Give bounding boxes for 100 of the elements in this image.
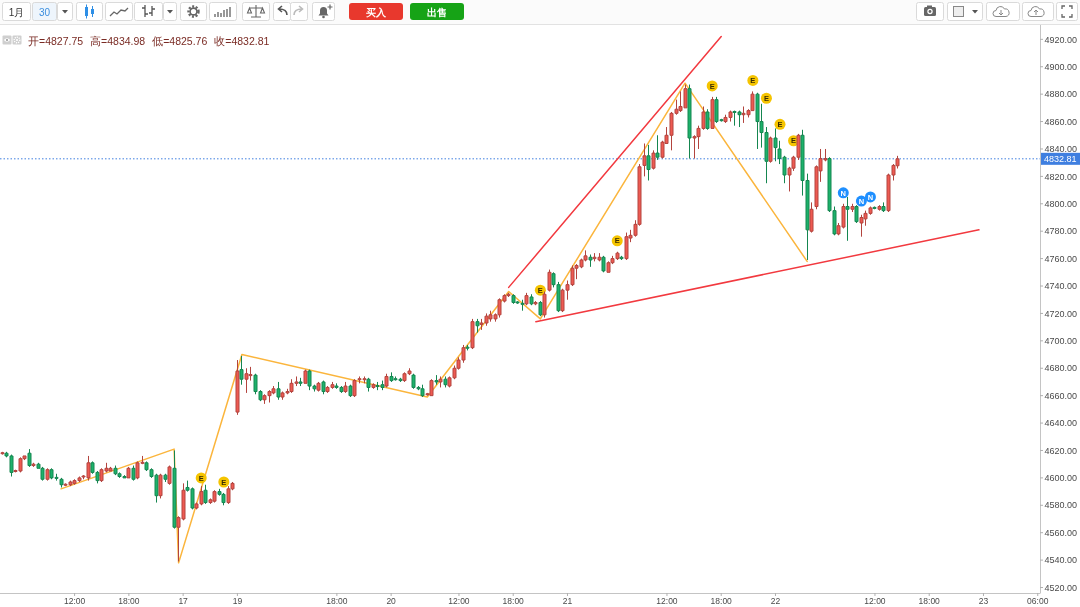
candlestick (163, 473, 168, 483)
x-tick-label: 18:00 (326, 595, 348, 606)
candlestick (714, 96, 719, 124)
y-tick-label: 4760.00 (1044, 253, 1078, 264)
candlestick (235, 359, 240, 416)
candlestick (619, 255, 624, 261)
candlestick (538, 300, 543, 317)
candlestick (167, 465, 172, 486)
x-tick-label: 06:00 (1027, 595, 1049, 606)
candlestick (529, 293, 534, 306)
x-tick-label: 12:00 (63, 595, 86, 606)
x-tick-label: 20 (386, 595, 397, 606)
candlestick (27, 448, 32, 468)
y-tick-label: 4540.00 (1044, 555, 1078, 566)
candlestick (366, 377, 371, 393)
candlestick (59, 477, 64, 488)
candlestick (705, 108, 710, 131)
x-tick-label: 19 (232, 595, 243, 606)
candlestick (845, 196, 850, 242)
candlestick (0, 451, 5, 456)
candlestick (298, 377, 303, 387)
candlestick (881, 201, 886, 213)
annotation: 开=4827.75 (28, 34, 84, 47)
candlestick (592, 252, 597, 262)
candlestick (303, 369, 308, 384)
candlestick (651, 149, 656, 171)
candlestick (438, 375, 443, 388)
candlestick (321, 380, 326, 395)
candlestick (506, 292, 511, 298)
candlestick (710, 96, 715, 129)
text: 买入 (366, 6, 387, 18)
candlestick (226, 485, 231, 505)
candlestick (45, 467, 50, 482)
candlestick (755, 92, 760, 150)
candlestick (348, 384, 353, 398)
candlestick (642, 142, 647, 177)
candlestick (850, 203, 855, 213)
candlestick (393, 375, 398, 382)
text: 1月 (8, 6, 25, 18)
x-tick-label: 12:00 (864, 595, 886, 606)
candlestick (135, 460, 140, 480)
candlestick (276, 381, 281, 401)
candlestick (687, 84, 692, 160)
candlestick (588, 254, 593, 268)
candlestick (429, 378, 434, 397)
candlestick (465, 344, 470, 351)
candlestick (352, 378, 357, 398)
candlestick (624, 232, 629, 261)
candlestick (470, 318, 475, 350)
candlestick (533, 300, 538, 306)
candlestick (606, 260, 611, 273)
x-tick-label: 12:00 (656, 595, 678, 606)
y-tick-label: 4620.00 (1044, 445, 1078, 456)
x-tick-label: 18:00 (710, 595, 733, 606)
y-tick-label: 4640.00 (1044, 418, 1078, 429)
line-series (60, 82, 808, 564)
candlestick (113, 465, 118, 476)
x-tick-label: 18:00 (918, 595, 941, 606)
candlestick (511, 293, 516, 305)
candlestick (434, 374, 439, 386)
y-tick-label: 4720.00 (1044, 308, 1078, 319)
candlestick (334, 382, 339, 390)
x-tick-label: 17 (178, 595, 189, 606)
candlestick (773, 127, 778, 162)
candlestick (384, 373, 389, 388)
candlestick (203, 484, 208, 505)
candlestick (443, 375, 448, 388)
candlestick (854, 204, 859, 224)
candlestick (307, 369, 312, 391)
x-tick-label: 18:00 (118, 595, 140, 606)
y-tick-label: 4820.00 (1044, 171, 1078, 182)
text: 30 (38, 6, 51, 18)
candlestick (475, 318, 480, 334)
candlestick (420, 384, 425, 398)
candlestick (371, 382, 376, 390)
candlestick (859, 214, 864, 238)
candlestick (289, 378, 294, 394)
y-tick-label: 4800.00 (1044, 198, 1078, 209)
candlestick (172, 449, 177, 530)
candlestick (655, 134, 660, 161)
y-tick-label: 4920.00 (1044, 34, 1078, 45)
candlestick (244, 367, 249, 394)
candlestick (99, 467, 104, 483)
y-tick-label: 4840.00 (1044, 144, 1078, 155)
candlestick (877, 204, 882, 212)
candlestick (542, 291, 547, 319)
annotation: 高=4834.98 (90, 34, 146, 47)
y-tick-label: 4880.00 (1044, 89, 1078, 100)
candlestick (158, 473, 163, 499)
candlestick (40, 466, 45, 482)
text: 出售 (427, 6, 447, 18)
y-tick-label: 4860.00 (1044, 116, 1078, 127)
candlestick (343, 381, 348, 394)
candlestick (524, 292, 529, 306)
y-tick-label: 4600.00 (1044, 473, 1078, 484)
candlestick (389, 371, 394, 383)
y-tick-label: 4580.00 (1044, 500, 1078, 511)
candlestick (601, 255, 606, 273)
x-tick-label: 23 (978, 595, 989, 606)
x-tick-label: 12:00 (448, 595, 470, 606)
